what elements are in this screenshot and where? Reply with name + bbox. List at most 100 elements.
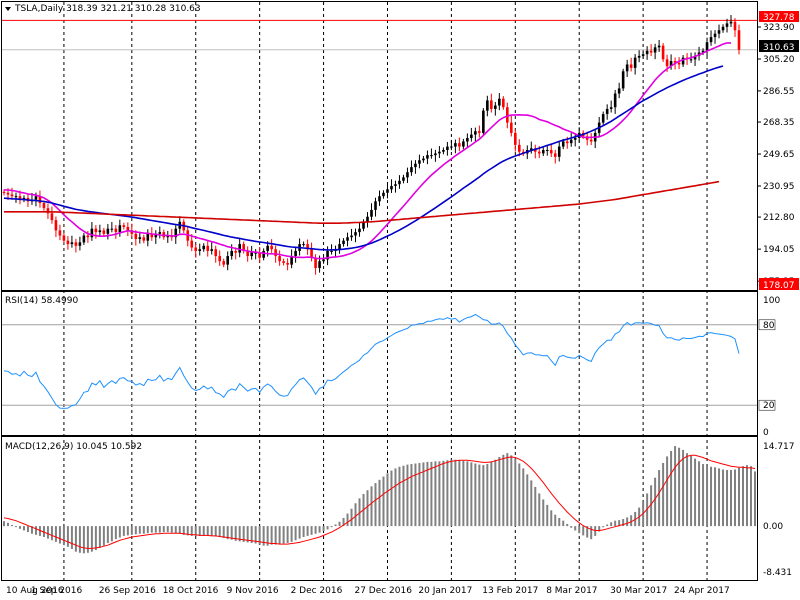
macd-histogram-bar[interactable] — [694, 458, 697, 527]
macd-histogram-bar[interactable] — [466, 461, 469, 527]
candle-body[interactable] — [733, 21, 737, 31]
collapse-triangle-icon[interactable] — [5, 7, 11, 11]
rsi-line[interactable] — [3, 313, 740, 409]
macd-histogram-bar[interactable] — [122, 526, 125, 536]
macd-histogram-bar[interactable] — [190, 526, 193, 536]
candle-body[interactable] — [569, 139, 573, 144]
macd-histogram-bar[interactable] — [34, 526, 37, 535]
candle-body[interactable] — [366, 216, 369, 222]
candle-body[interactable] — [553, 153, 557, 157]
macd-histogram-bar[interactable] — [86, 526, 89, 553]
candle-body[interactable] — [254, 252, 257, 254]
macd-histogram-bar[interactable] — [606, 524, 609, 527]
macd-histogram-bar[interactable] — [550, 510, 553, 527]
candle-body[interactable] — [294, 250, 297, 257]
candle-body[interactable] — [110, 228, 114, 230]
candle-body[interactable] — [74, 242, 78, 246]
price-pane[interactable] — [2, 15, 757, 275]
macd-histogram-bar[interactable] — [290, 526, 293, 542]
macd-histogram-bar[interactable] — [114, 526, 117, 540]
candle-body[interactable] — [46, 208, 50, 214]
macd-histogram-bar[interactable] — [602, 526, 605, 528]
candle-body[interactable] — [406, 172, 409, 178]
macd-histogram-bar[interactable] — [46, 526, 49, 539]
macd-histogram-bar[interactable] — [246, 526, 249, 543]
macd-histogram-bar[interactable] — [338, 521, 341, 527]
macd-histogram-bar[interactable] — [258, 526, 261, 545]
candle-body[interactable] — [126, 226, 130, 231]
macd-histogram-bar[interactable] — [514, 458, 517, 527]
macd-histogram-bar[interactable] — [482, 465, 485, 527]
candle-body[interactable] — [330, 250, 333, 252]
candle-body[interactable] — [717, 30, 721, 34]
candle-body[interactable] — [669, 61, 673, 67]
candle-body[interactable] — [474, 131, 477, 135]
macd-histogram-bar[interactable] — [566, 523, 569, 527]
candle-body[interactable] — [378, 196, 381, 202]
candle-body[interactable] — [565, 141, 569, 144]
candle-body[interactable] — [54, 220, 58, 231]
candle-body[interactable] — [709, 37, 713, 43]
macd-histogram-bar[interactable] — [230, 526, 233, 540]
candle-body[interactable] — [250, 252, 253, 257]
macd-histogram-bar[interactable] — [478, 464, 481, 527]
candle-body[interactable] — [138, 237, 142, 239]
candle-body[interactable] — [729, 21, 733, 24]
candle-body[interactable] — [10, 194, 14, 197]
macd-histogram-bar[interactable] — [454, 459, 457, 527]
candle-body[interactable] — [230, 250, 233, 257]
macd-histogram-bar[interactable] — [702, 464, 705, 527]
candle-body[interactable] — [677, 62, 681, 65]
macd-histogram-bar[interactable] — [162, 526, 165, 533]
candle-body[interactable] — [86, 235, 90, 238]
macd-histogram-bar[interactable] — [62, 526, 65, 546]
candle-body[interactable] — [234, 250, 237, 253]
macd-histogram-bar[interactable] — [282, 526, 285, 544]
macd-histogram-bar[interactable] — [214, 526, 217, 537]
macd-histogram-bar[interactable] — [734, 469, 737, 527]
candle-body[interactable] — [322, 259, 325, 262]
macd-histogram-bar[interactable] — [522, 468, 525, 527]
macd-histogram-bar[interactable] — [586, 526, 589, 538]
candle-body[interactable] — [478, 131, 481, 133]
macd-histogram-bar[interactable] — [226, 526, 229, 540]
macd-histogram-bar[interactable] — [74, 526, 77, 552]
macd-histogram-bar[interactable] — [686, 453, 689, 527]
macd-histogram-bar[interactable] — [14, 526, 17, 528]
macd-histogram-bar[interactable] — [126, 526, 129, 536]
macd-histogram-bar[interactable] — [386, 473, 389, 527]
macd-histogram-bar[interactable] — [350, 508, 353, 527]
macd-histogram-bar[interactable] — [450, 459, 453, 527]
macd-histogram-bar[interactable] — [54, 526, 57, 542]
macd-histogram-bar[interactable] — [370, 486, 373, 527]
macd-histogram-bar[interactable] — [182, 526, 185, 535]
candle-body[interactable] — [342, 240, 345, 245]
macd-histogram-bar[interactable] — [398, 466, 401, 527]
ma-mid-line[interactable] — [3, 65, 724, 251]
macd-histogram-bar[interactable] — [178, 526, 181, 534]
macd-histogram-bar[interactable] — [394, 468, 397, 527]
candle-body[interactable] — [470, 134, 473, 139]
macd-histogram-bar[interactable] — [154, 526, 157, 533]
macd-histogram-bar[interactable] — [690, 455, 693, 527]
macd-histogram-bar[interactable] — [158, 526, 161, 533]
macd-histogram-bar[interactable] — [658, 470, 661, 527]
candle-body[interactable] — [549, 150, 553, 154]
macd-histogram-bar[interactable] — [3, 521, 5, 527]
macd-histogram-bar[interactable] — [562, 520, 565, 527]
candle-body[interactable] — [118, 225, 122, 233]
macd-histogram-bar[interactable] — [494, 459, 497, 527]
macd-histogram-bar[interactable] — [442, 460, 445, 527]
macd-histogram-bar[interactable] — [470, 462, 473, 527]
candle-body[interactable] — [130, 230, 134, 234]
candle-body[interactable] — [214, 249, 218, 257]
candle-body[interactable] — [454, 143, 457, 147]
macd-histogram-bar[interactable] — [238, 526, 241, 542]
candle-body[interactable] — [202, 245, 206, 250]
macd-histogram-bar[interactable] — [570, 526, 573, 528]
candle-body[interactable] — [517, 144, 521, 152]
macd-histogram-bar[interactable] — [594, 526, 597, 536]
candle-body[interactable] — [106, 228, 110, 234]
candle-body[interactable] — [374, 201, 377, 210]
macd-histogram-bar[interactable] — [138, 526, 141, 534]
